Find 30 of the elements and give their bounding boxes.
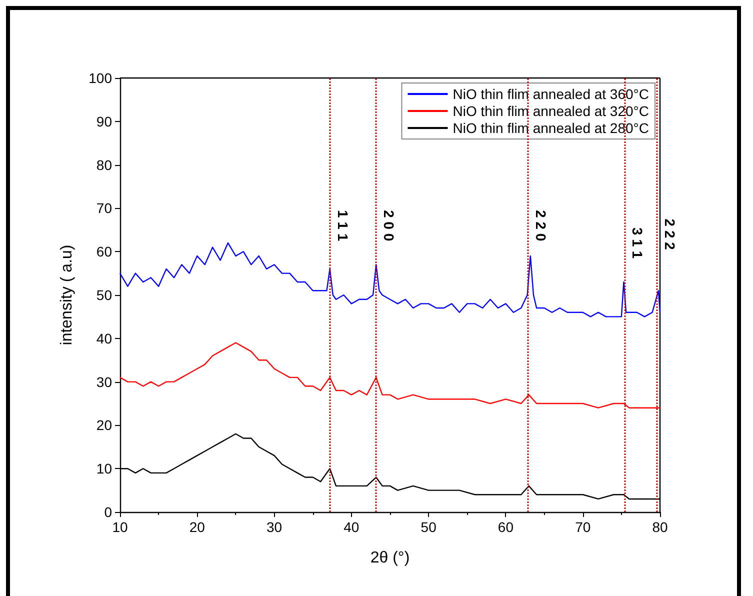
y-tick-label: 100 xyxy=(88,70,112,86)
y-tick-label: 20 xyxy=(96,417,112,434)
x-tick-label: 80 xyxy=(652,519,668,535)
y-tick-label: 80 xyxy=(96,156,112,173)
line-series xyxy=(119,342,661,408)
y-tick-label: 0 xyxy=(104,504,112,520)
annotation: 2 2 2 xyxy=(662,218,678,250)
x-tick-label: 50 xyxy=(420,519,437,535)
annotation: 1 1 1 xyxy=(334,210,351,242)
annotation: 2 2 0 xyxy=(533,210,550,242)
y-tick-label: 70 xyxy=(96,200,112,216)
legend-label: NiO thin flim annealed at 280°C xyxy=(452,120,650,136)
x-axis-title: 2θ (°) xyxy=(370,550,410,566)
x-tick-label: 70 xyxy=(575,519,591,535)
x-tick-label: 10 xyxy=(112,519,128,535)
y-axis-title: intensity ( a.u) xyxy=(58,244,76,346)
x-tick-label: 40 xyxy=(344,519,360,535)
x-tick-label: 60 xyxy=(498,519,514,535)
y-tick-label: 90 xyxy=(96,113,112,130)
y-tick-label: 30 xyxy=(96,374,112,390)
annotation: 2 0 0 xyxy=(381,210,398,242)
x-tick-label: 30 xyxy=(266,519,282,535)
annotation: 3 1 1 xyxy=(630,227,646,259)
legend-label: NiO thin flim annealed at 360°C xyxy=(452,86,650,102)
y-tick-label: 10 xyxy=(96,460,112,477)
y-tick-label: 40 xyxy=(96,330,112,346)
y-tick-label: 60 xyxy=(96,244,112,260)
x-tick-label: 20 xyxy=(189,519,206,535)
y-tick-label: 50 xyxy=(96,287,112,303)
legend-label: NiO thin flim annealed at 320°C xyxy=(452,103,650,119)
